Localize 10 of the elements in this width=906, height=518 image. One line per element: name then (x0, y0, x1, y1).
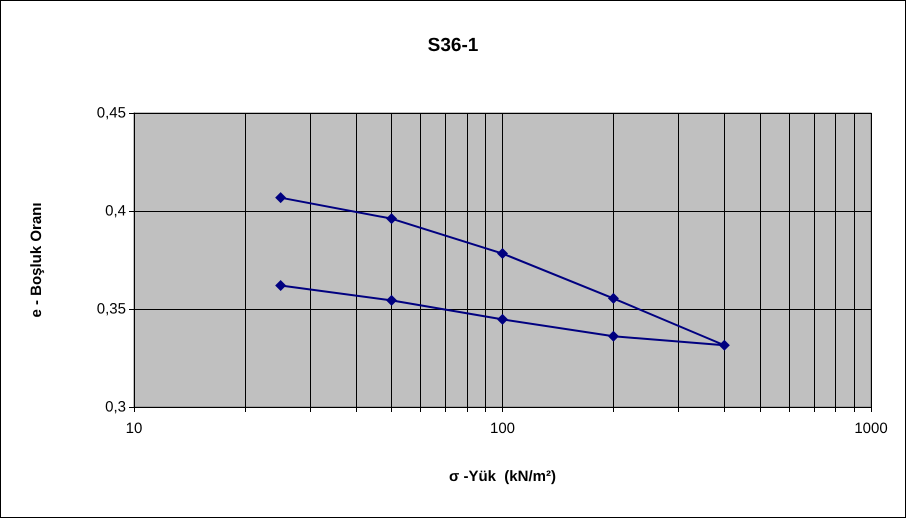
y-tick-label: 0,35 (96, 300, 126, 318)
y-axis-title: e - Boşluk Oranı (28, 202, 45, 318)
x-axis-title: σ -Yük (kN/m²) (449, 468, 556, 485)
x-tick-label: 10 (126, 420, 142, 437)
x-tick-label: 1000 (854, 420, 888, 437)
chart-title: S36-1 (428, 35, 479, 56)
y-tick-label: 0,4 (105, 202, 126, 220)
x-tick-label: 100 (490, 420, 516, 437)
y-tick-label: 0,45 (96, 104, 126, 122)
y-tick-label: 0,3 (105, 398, 126, 416)
